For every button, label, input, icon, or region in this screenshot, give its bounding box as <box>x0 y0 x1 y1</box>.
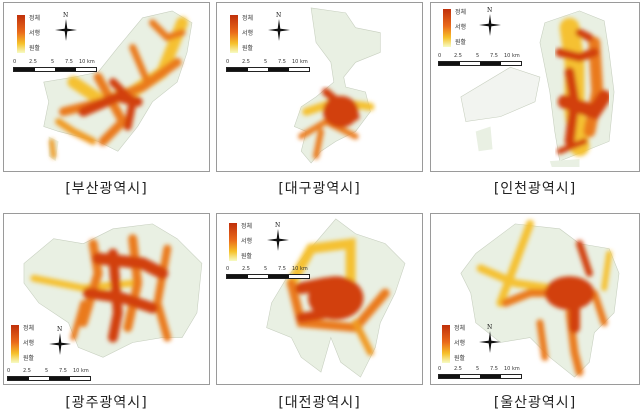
heatmap-busan <box>43 10 193 162</box>
north-label: N <box>487 7 493 14</box>
map-panel-incheon: 정체 서행 원활 N 0 2.5 5 7.5 10 km <box>430 2 640 172</box>
map-panel-busan: 정체 서행 원활 N 0 2.5 5 7.5 10 km <box>3 2 210 172</box>
legend: 정체 서행 원활 <box>443 9 499 49</box>
north-label: N <box>275 222 281 229</box>
legend-low: 원활 <box>23 355 35 362</box>
map-panel-gwangju: 정체 서행 원활 N 0 2.5 5 7.5 10 km <box>3 213 210 385</box>
legend-low: 원활 <box>242 45 254 52</box>
north-arrow: N <box>266 12 292 43</box>
legend-mid: 서행 <box>455 24 467 31</box>
north-arrow: N <box>477 324 503 355</box>
caption-daegu: [대구광역시] <box>278 181 361 197</box>
north-label: N <box>487 324 493 331</box>
north-arrow: N <box>47 326 73 357</box>
legend-color-ramp <box>11 325 19 363</box>
legend-mid: 서행 <box>241 238 253 245</box>
legend-high: 정체 <box>242 15 254 22</box>
legend-mid: 서행 <box>23 340 35 347</box>
legend-mid: 서행 <box>242 30 254 37</box>
legend-mid: 서행 <box>454 340 466 347</box>
legend-high: 정체 <box>454 325 466 332</box>
compass-icon <box>479 331 501 353</box>
legend-mid: 서행 <box>29 30 41 37</box>
legend-color-ramp <box>17 15 25 53</box>
north-arrow: N <box>53 12 79 43</box>
scale-bar: 0 2.5 5 7.5 10 km <box>438 366 522 380</box>
scale-bar: 0 2.5 5 7.5 10 km <box>226 266 310 280</box>
caption-gwangju: [광주광역시] <box>65 395 148 411</box>
legend: 정체 서행 원활 <box>11 325 67 365</box>
heatmap-ulsan <box>460 219 620 378</box>
legend-high: 정체 <box>241 223 253 230</box>
scale-bar: 0 2.5 5 7.5 10 km <box>438 53 522 67</box>
legend-low: 원활 <box>454 355 466 362</box>
legend: 정체 서행 원활 <box>229 223 285 263</box>
north-label: N <box>57 326 63 333</box>
map-panel-daejeon: 정체 서행 원활 N 0 2.5 5 7.5 10 km <box>216 213 423 385</box>
legend-color-ramp <box>442 325 450 363</box>
heatmap-daegu <box>293 7 381 164</box>
legend-low: 원활 <box>29 45 41 52</box>
scale-bar: 0 2.5 5 7.5 10 km <box>7 368 91 382</box>
north-arrow: N <box>265 222 291 253</box>
north-label: N <box>63 12 69 19</box>
legend-color-ramp <box>229 223 237 261</box>
legend-high: 정체 <box>455 9 467 16</box>
caption-busan: [부산광역시] <box>65 181 148 197</box>
map-panel-daegu: 정체 서행 원활 N 0 2.5 5 7.5 10 km <box>216 2 423 172</box>
legend: 정체 서행 원활 <box>442 325 498 365</box>
north-arrow: N <box>477 7 503 38</box>
legend-low: 원활 <box>455 39 467 46</box>
caption-incheon: [인천광역시] <box>493 181 577 197</box>
caption-ulsan: [울산광역시] <box>493 395 577 411</box>
scale-bar: 0 2.5 5 7.5 10 km <box>13 59 97 73</box>
caption-daejeon: [대전광역시] <box>278 395 361 411</box>
legend-color-ramp <box>443 9 451 47</box>
legend: 정체 서행 원활 <box>230 15 286 55</box>
legend-low: 원활 <box>241 253 253 260</box>
scale-bar: 0 2.5 5 7.5 10 km <box>226 59 310 73</box>
legend-high: 정체 <box>29 15 41 22</box>
legend-high: 정체 <box>23 325 35 332</box>
compass-icon <box>49 333 71 355</box>
legend-color-ramp <box>230 15 238 53</box>
compass-icon <box>267 229 289 251</box>
compass-icon <box>479 14 501 36</box>
legend: 정체 서행 원활 <box>17 15 73 55</box>
heatmap-gwangju <box>23 223 203 358</box>
heatmap-daejeon <box>266 218 406 378</box>
compass-icon <box>268 19 290 41</box>
map-panel-ulsan: 정체 서행 원활 N 0 2.5 5 7.5 10 km <box>430 213 640 385</box>
compass-icon <box>55 19 77 41</box>
north-label: N <box>276 12 282 19</box>
heatmap-incheon <box>460 10 615 168</box>
